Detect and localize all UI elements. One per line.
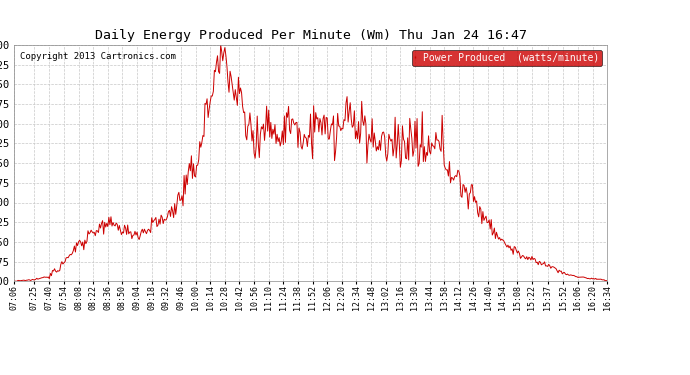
Legend: Power Produced  (watts/minute): Power Produced (watts/minute) <box>413 50 602 66</box>
Text: Copyright 2013 Cartronics.com: Copyright 2013 Cartronics.com <box>20 52 176 61</box>
Title: Daily Energy Produced Per Minute (Wm) Thu Jan 24 16:47: Daily Energy Produced Per Minute (Wm) Th… <box>95 30 526 42</box>
